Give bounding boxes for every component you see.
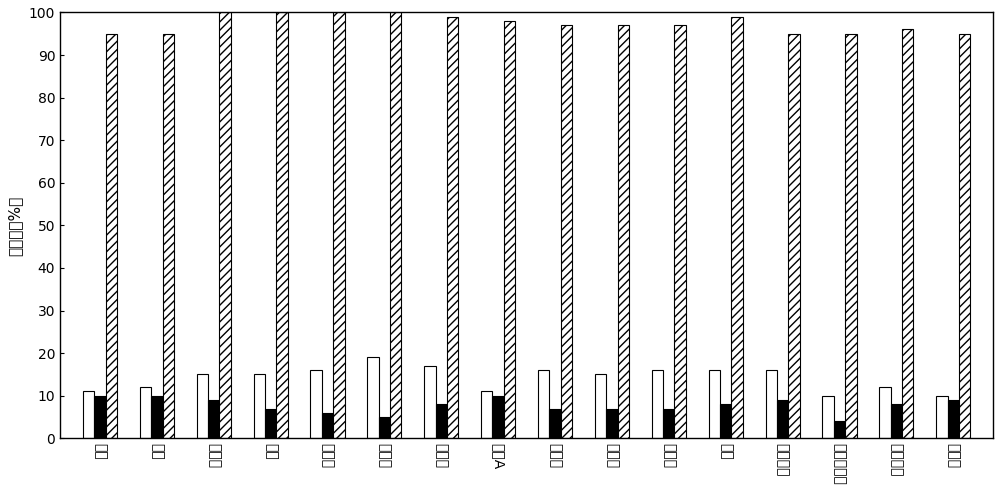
Bar	[504, 21, 515, 438]
Bar	[595, 374, 606, 438]
Bar	[720, 404, 731, 438]
Bar	[436, 404, 447, 438]
Bar	[561, 25, 572, 438]
Bar	[948, 400, 959, 438]
Bar	[618, 25, 629, 438]
Bar	[674, 25, 686, 438]
Bar	[481, 392, 492, 438]
Bar	[822, 396, 834, 438]
Bar	[652, 370, 663, 438]
Bar	[333, 12, 345, 438]
Bar	[379, 417, 390, 438]
Bar	[276, 12, 288, 438]
Bar	[549, 408, 561, 438]
Bar	[834, 421, 845, 438]
Bar	[140, 387, 151, 438]
Bar	[606, 408, 618, 438]
Bar	[845, 34, 857, 438]
Bar	[106, 34, 117, 438]
Bar	[777, 400, 788, 438]
Bar	[310, 370, 322, 438]
Bar	[709, 370, 720, 438]
Bar	[265, 408, 276, 438]
Bar	[424, 366, 436, 438]
Bar	[959, 34, 970, 438]
Bar	[788, 34, 800, 438]
Bar	[936, 396, 948, 438]
Bar	[538, 370, 549, 438]
Bar	[492, 396, 504, 438]
Bar	[219, 12, 231, 438]
Bar	[254, 374, 265, 438]
Bar	[208, 400, 219, 438]
Bar	[322, 413, 333, 438]
Bar	[879, 387, 891, 438]
Bar	[83, 392, 94, 438]
Bar	[197, 374, 208, 438]
Bar	[766, 370, 777, 438]
Y-axis label: 去除率（%）: 去除率（%）	[7, 195, 22, 255]
Bar	[891, 404, 902, 438]
Bar	[390, 12, 401, 438]
Bar	[163, 34, 174, 438]
Bar	[663, 408, 674, 438]
Bar	[94, 396, 106, 438]
Bar	[151, 396, 163, 438]
Bar	[902, 30, 913, 438]
Bar	[731, 17, 743, 438]
Bar	[447, 17, 458, 438]
Bar	[367, 357, 379, 438]
